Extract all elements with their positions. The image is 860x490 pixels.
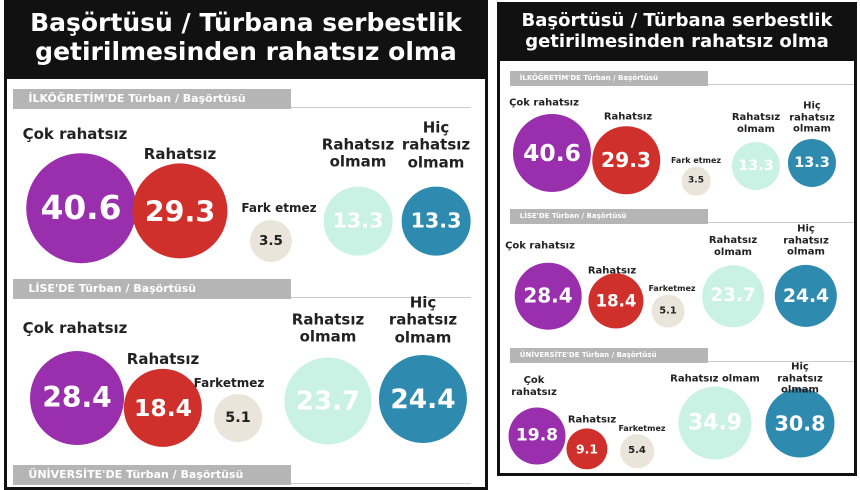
section-header: İLKÖĞRETİM'DE Türban / Başörtüsü [510,71,708,86]
bubble-rahatsiz-olmam: 13.3 [731,141,781,191]
bubble-label: Farketmez [648,283,696,293]
infographic-panel-right: Başörtüsü / Türbana serbestlik getirilme… [497,2,857,476]
bubble-cok-rahatsiz: 40.6 [26,153,136,263]
section-divider [291,483,471,484]
bubble-label: Rahatsız [603,111,653,123]
bubble-label: Hiç rahatsız olmam [401,118,471,171]
bubble-label: Çok rahatsız [511,375,557,398]
section-divider [708,84,854,85]
bubble-rahatsiz: 29.3 [592,126,660,194]
bubble-label: Rahatsız olmam [731,112,781,135]
bubble-rahatsiz: 29.3 [132,163,228,259]
section-divider [708,222,854,223]
bubble-label: Fark etmez [670,155,722,165]
section-divider [708,361,854,362]
bubble-label: Farketmez [193,376,265,391]
section-divider [291,297,471,298]
bubble-rahatsiz-olmam: 13.3 [323,186,393,256]
bubble-cok-rahatsiz: 40.6 [512,113,592,193]
section-header: ÜNİVERSİTE'DE Türban / Başörtüsü [510,348,708,363]
bubble-fark-etmez: 5.4 [620,434,654,468]
bubble-rahatsiz: 18.4 [588,273,644,329]
bubble-label: Rahatsız olmam [291,310,365,346]
bubble-label: Rahatsız olmam [708,235,758,258]
bubble-fark-etmez: 5.1 [214,394,262,442]
bubble-label: Hiç rahatsız olmam [388,293,458,346]
section-header: LİSE'DE Türban / Başörtüsü [510,209,708,224]
bubble-label: Rahatsız [587,265,637,277]
bubble-label: Rahatsız olmam [670,373,760,385]
bubble-label: Fark etmez [241,201,317,216]
bubble-label: Rahatsız [143,144,217,163]
bubble-fark-etmez: 3.5 [249,219,293,263]
infographic-panel-left: Başörtüsü / Türbana serbestlik getirilme… [4,0,488,490]
bubble-label: Rahatsız olmam [321,135,395,171]
bubble-label: Hiç rahatsız olmam [783,223,829,258]
bubble-hic-rahatsiz-olmam: 13.3 [787,138,837,188]
bubble-cok-rahatsiz: 28.4 [514,262,582,330]
bubble-cok-rahatsiz: 28.4 [30,351,124,445]
bubble-rahatsiz-olmam: 34.9 [678,386,752,460]
bubble-rahatsiz-olmam: 23.7 [702,265,764,327]
bubble-fark-etmez: 5.1 [651,294,685,328]
bubble-cok-rahatsiz: 19.8 [508,407,566,465]
bubble-hic-rahatsiz-olmam: 30.8 [765,388,835,458]
section-header: ÜNİVERSİTE'DE Türban / Başörtüsü [13,465,291,485]
bubble-label: Hiç rahatsız olmam [789,100,835,135]
bubble-label: Çok rahatsız [22,124,128,143]
infographic-title: Başörtüsü / Türbana serbestlik getirilme… [7,3,485,79]
bubble-rahatsiz: 9.1 [566,428,608,470]
bubble-rahatsiz-olmam: 23.7 [284,357,372,445]
bubble-label: Rahatsız [126,349,200,368]
bubble-hic-rahatsiz-olmam: 13.3 [401,186,471,256]
bubble-label: Çok rahatsız [505,240,575,252]
section-header: LİSE'DE Türban / Başörtüsü [13,279,291,299]
section-divider [291,107,471,108]
bubble-rahatsiz: 18.4 [123,368,203,448]
bubble-label: Çok rahatsız [509,97,579,109]
bubble-hic-rahatsiz-olmam: 24.4 [378,354,468,444]
bubble-label: Rahatsız [567,414,617,426]
infographic-title: Başörtüsü / Türbana serbestlik getirilme… [500,5,854,61]
bubble-label: Farketmez [618,423,666,433]
bubble-fark-etmez: 3.5 [681,166,711,196]
section-header: İLKÖĞRETİM'DE Türban / Başörtüsü [13,89,291,109]
bubble-label: Çok rahatsız [22,318,128,337]
bubble-label: Hiç rahatsız olmam [777,361,823,396]
bubble-hic-rahatsiz-olmam: 24.4 [774,264,838,328]
